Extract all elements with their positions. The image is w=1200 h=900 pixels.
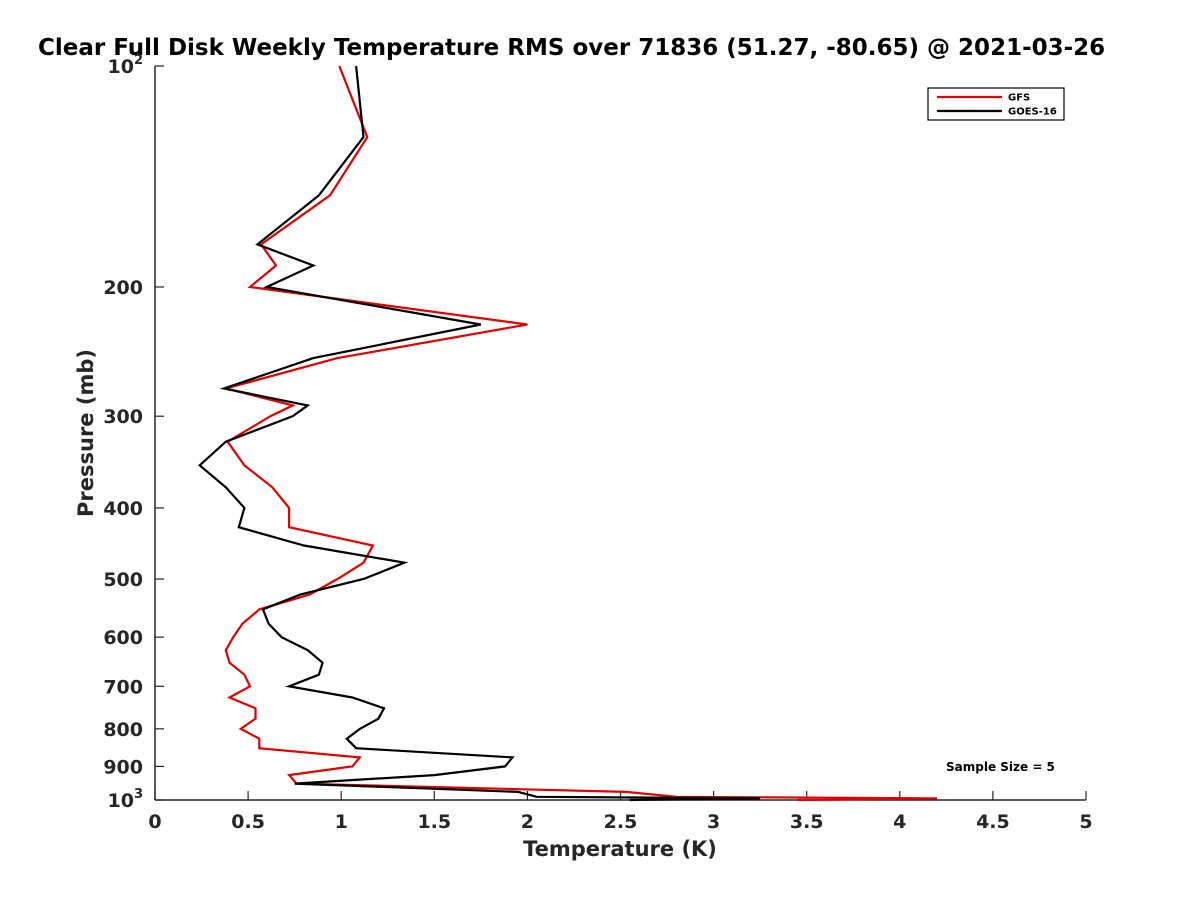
y-axis-label: Pressure (mb) xyxy=(74,349,98,517)
chart-title: Clear Full Disk Weekly Temperature RMS o… xyxy=(38,35,1105,61)
ticks: 0 0.5 1 1.5 2 2.5 3 3.5 4 4.5 5 102 200 300 400 500 600 7… xyxy=(103,53,1092,833)
series-layer xyxy=(198,65,938,802)
y-tick-label: 700 xyxy=(103,676,143,698)
y-tick-label: 200 xyxy=(103,277,143,299)
x-tick-label: 4.5 xyxy=(976,811,1010,833)
x-tick-label: 5 xyxy=(1079,811,1092,833)
legend: GFS GOES-16 xyxy=(927,87,1065,121)
legend-label: GFS xyxy=(1008,93,1030,104)
plot-area: 0 0.5 1 1.5 2 2.5 3 3.5 4 4.5 5 102 200 300 400 500 600 7… xyxy=(103,53,1092,833)
y-tick-label: 102 xyxy=(108,53,144,78)
x-tick-label: 3 xyxy=(707,811,720,833)
x-tick-label: 0 xyxy=(148,811,161,833)
y-tick-label: 300 xyxy=(103,406,143,428)
y-tick-label: 600 xyxy=(103,627,143,649)
x-axis-label: Temperature (K) xyxy=(523,837,717,861)
x-tick-label: 0.5 xyxy=(231,811,265,833)
y-tick-label: 500 xyxy=(103,569,143,591)
x-tick-label: 4 xyxy=(893,811,906,833)
x-tick-label: 1 xyxy=(335,811,348,833)
series-line-goes-16 xyxy=(198,65,761,802)
x-tick-label: 1.5 xyxy=(417,811,451,833)
legend-label: GOES-16 xyxy=(1008,107,1057,118)
legend-box xyxy=(927,87,1065,121)
sample-size-annotation: Sample Size = 5 xyxy=(946,760,1055,774)
y-tick-label: 800 xyxy=(103,719,143,741)
y-tick-label: 900 xyxy=(103,756,143,778)
x-tick-label: 3.5 xyxy=(790,811,824,833)
x-tick-label: 2 xyxy=(521,811,534,833)
y-tick-label: 400 xyxy=(103,498,143,520)
y-tick-label: 103 xyxy=(108,787,144,812)
x-tick-label: 2.5 xyxy=(604,811,638,833)
series-line-gfs xyxy=(221,65,938,802)
